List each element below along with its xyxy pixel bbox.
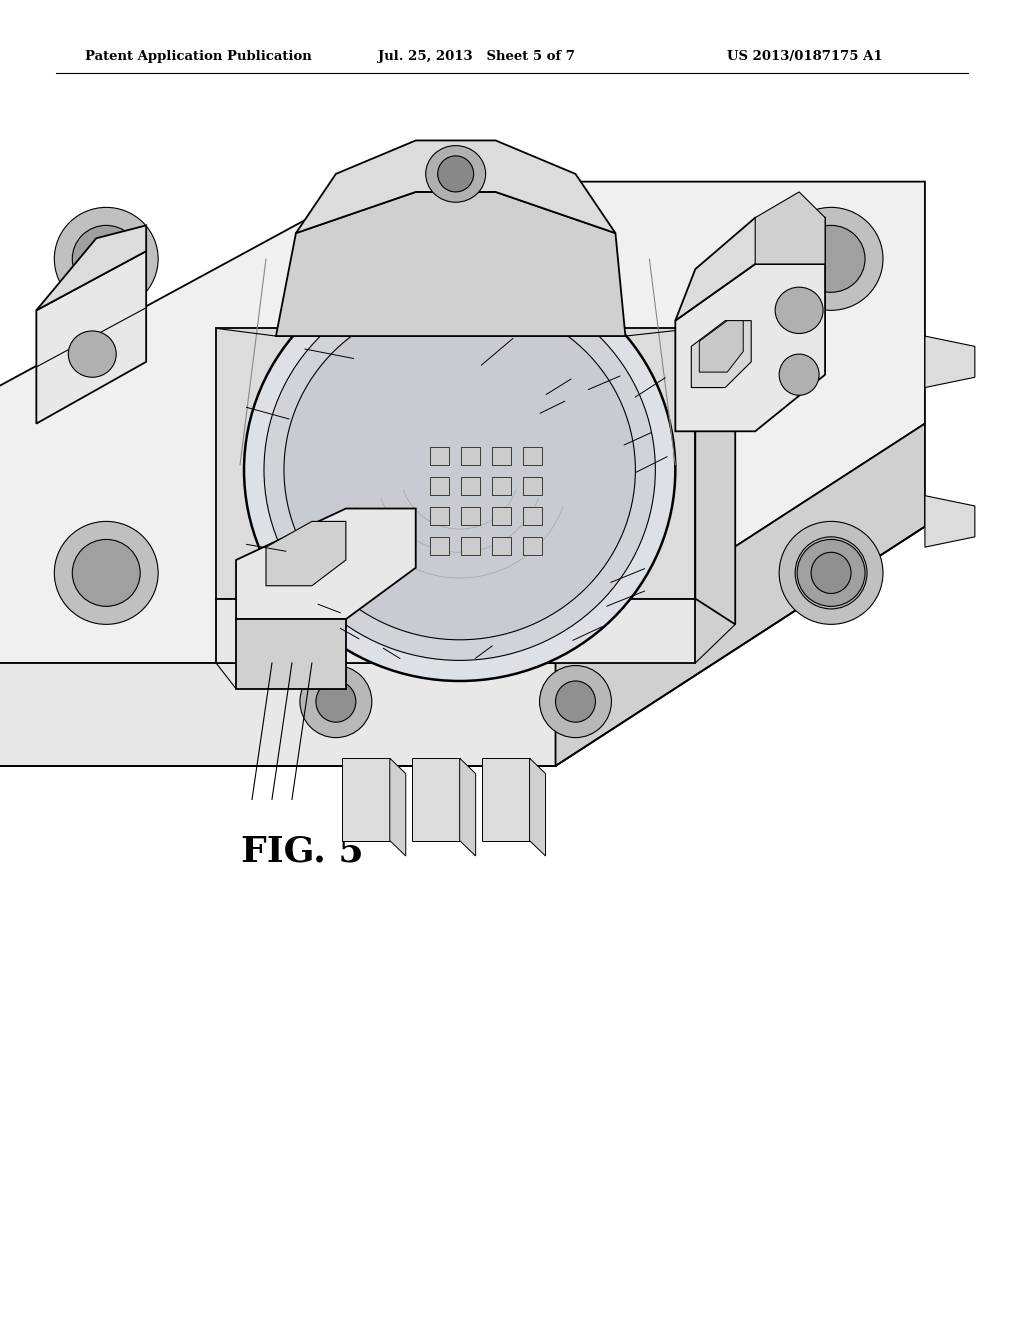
Polygon shape — [481, 758, 529, 841]
Polygon shape — [216, 329, 695, 599]
Text: 15: 15 — [372, 639, 390, 655]
Ellipse shape — [244, 259, 676, 681]
Bar — [522, 507, 542, 525]
Ellipse shape — [73, 540, 140, 606]
Ellipse shape — [779, 354, 819, 395]
Bar — [522, 446, 542, 465]
Polygon shape — [756, 191, 825, 264]
Text: Patent Application Publication: Patent Application Publication — [85, 50, 311, 63]
Polygon shape — [555, 424, 925, 766]
Polygon shape — [266, 521, 346, 586]
Polygon shape — [699, 321, 743, 372]
Text: 33: 33 — [234, 536, 253, 552]
Polygon shape — [216, 599, 695, 663]
Polygon shape — [342, 758, 390, 841]
Bar — [461, 536, 479, 554]
Text: 13: 13 — [644, 424, 663, 440]
Ellipse shape — [264, 280, 655, 660]
Bar — [461, 507, 479, 525]
Bar — [430, 477, 449, 495]
Text: 230: 230 — [324, 619, 352, 635]
Ellipse shape — [73, 226, 140, 292]
Polygon shape — [412, 758, 460, 841]
Ellipse shape — [426, 145, 485, 202]
Bar — [522, 536, 542, 554]
Bar — [461, 446, 479, 465]
Bar — [492, 536, 511, 554]
Bar — [430, 446, 449, 465]
Text: 1: 1 — [642, 582, 652, 598]
Text: 35: 35 — [306, 595, 325, 611]
Bar — [492, 507, 511, 525]
Polygon shape — [0, 182, 925, 663]
Polygon shape — [236, 508, 416, 619]
Bar — [492, 477, 511, 495]
Text: 4: 4 — [562, 392, 572, 408]
Polygon shape — [925, 337, 975, 388]
Ellipse shape — [775, 288, 823, 334]
Polygon shape — [460, 758, 475, 857]
Text: 11: 11 — [660, 447, 679, 463]
Bar — [522, 477, 542, 495]
Polygon shape — [925, 496, 975, 546]
Polygon shape — [36, 251, 146, 424]
Ellipse shape — [54, 207, 158, 310]
Ellipse shape — [437, 156, 474, 191]
Bar — [430, 536, 449, 554]
Ellipse shape — [540, 665, 611, 738]
Polygon shape — [695, 329, 735, 624]
Polygon shape — [275, 191, 626, 337]
Bar — [492, 446, 511, 465]
Polygon shape — [676, 218, 825, 321]
Text: 313: 313 — [609, 367, 636, 383]
Polygon shape — [0, 663, 555, 766]
Text: 3: 3 — [569, 370, 578, 385]
Text: 220: 220 — [229, 399, 258, 414]
Ellipse shape — [779, 521, 883, 624]
Text: 111: 111 — [633, 560, 662, 576]
Text: 113: 113 — [591, 618, 617, 634]
Polygon shape — [676, 264, 825, 432]
Text: US 2013/0187175 A1: US 2013/0187175 A1 — [727, 50, 883, 63]
Ellipse shape — [797, 226, 865, 292]
Polygon shape — [691, 321, 752, 388]
Bar — [461, 477, 479, 495]
Text: FIG. 5: FIG. 5 — [241, 834, 364, 869]
Ellipse shape — [811, 552, 851, 594]
Polygon shape — [390, 758, 406, 857]
Text: Jul. 25, 2013   Sheet 5 of 7: Jul. 25, 2013 Sheet 5 of 7 — [378, 50, 574, 63]
Polygon shape — [296, 140, 615, 234]
Polygon shape — [236, 619, 346, 689]
Ellipse shape — [797, 540, 865, 606]
Text: 210: 210 — [501, 329, 529, 345]
Text: 5: 5 — [663, 368, 673, 384]
Ellipse shape — [69, 331, 116, 378]
Ellipse shape — [54, 521, 158, 624]
Ellipse shape — [300, 665, 372, 738]
Polygon shape — [36, 226, 146, 310]
Ellipse shape — [284, 300, 635, 640]
Ellipse shape — [795, 537, 867, 609]
Ellipse shape — [556, 681, 596, 722]
Text: 6: 6 — [489, 636, 500, 652]
Text: 20: 20 — [293, 341, 311, 356]
Bar — [430, 507, 449, 525]
Ellipse shape — [779, 207, 883, 310]
Polygon shape — [529, 758, 546, 857]
Ellipse shape — [315, 681, 356, 722]
